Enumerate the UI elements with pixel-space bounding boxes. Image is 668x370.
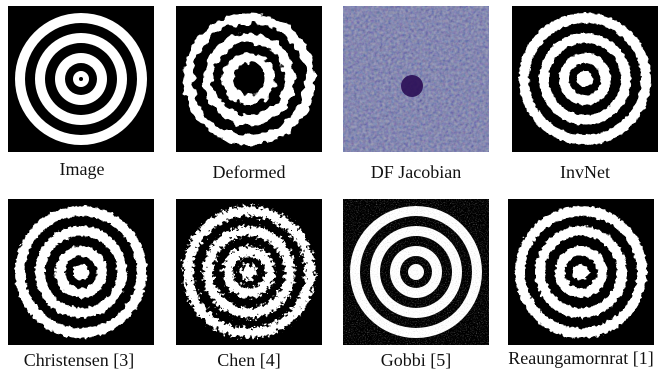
chen-rings-graphic bbox=[176, 199, 322, 345]
df-jacobian-caption: DF Jacobian bbox=[370, 162, 462, 182]
reaungamornrat-caption: Reaungamornrat [1] bbox=[508, 348, 654, 368]
reaungamornrat-panel bbox=[508, 199, 654, 345]
gobbi-panel bbox=[343, 199, 489, 345]
christensen-rings-graphic bbox=[8, 199, 154, 345]
christensen-panel bbox=[8, 199, 154, 345]
deformed-rings-graphic bbox=[176, 6, 322, 152]
gobbi-caption: Gobbi [5] bbox=[380, 350, 452, 370]
df-jacobian-panel bbox=[343, 6, 489, 152]
deformed-panel bbox=[176, 6, 322, 152]
invnet-caption: InvNet bbox=[560, 162, 610, 182]
invnet-rings-graphic bbox=[512, 6, 658, 152]
image-caption: Image bbox=[59, 159, 105, 179]
chen-caption: Chen [4] bbox=[217, 350, 281, 370]
deformed-caption: Deformed bbox=[212, 162, 286, 182]
invnet-panel bbox=[512, 6, 658, 152]
df-jacobian-heatmap bbox=[343, 6, 489, 152]
chen-panel bbox=[176, 199, 322, 345]
reaungamornrat-rings-graphic bbox=[508, 199, 654, 345]
image-panel bbox=[8, 6, 154, 152]
christensen-caption: Christensen [3] bbox=[23, 350, 135, 370]
image-rings-graphic bbox=[8, 6, 154, 152]
gobbi-rings-graphic bbox=[343, 199, 489, 345]
